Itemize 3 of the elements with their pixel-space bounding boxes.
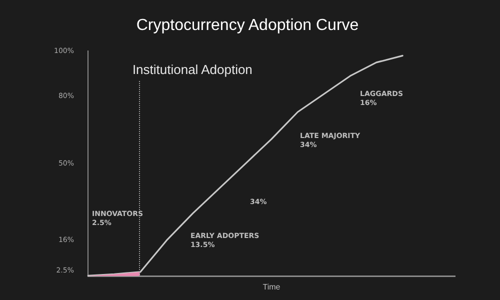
annotation: Institutional Adoption: [132, 62, 252, 78]
x-axis-title: Time: [262, 282, 281, 292]
chart-title: Cryptocurrency Adoption Curve: [136, 17, 359, 34]
